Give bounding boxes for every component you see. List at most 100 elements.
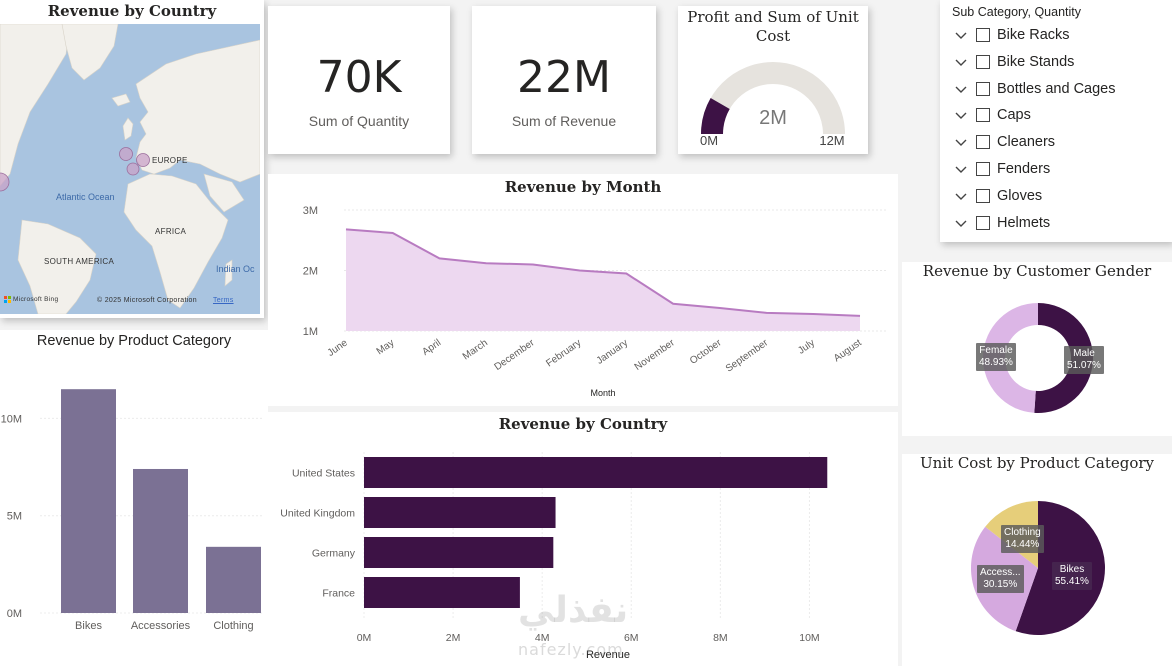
- slicer-item[interactable]: Bike Racks: [954, 24, 1070, 46]
- slicer-checkbox[interactable]: [976, 135, 990, 150]
- month-area-fill: [346, 229, 860, 331]
- month-x-tick: May: [375, 337, 397, 357]
- map-bubble-france[interactable]: [126, 162, 140, 176]
- map-terms-link[interactable]: Terms: [213, 297, 234, 304]
- female-label-name: Female: [979, 345, 1013, 356]
- month-area-chart: 3M 2M 1M June May April March December February J…: [303, 205, 886, 398]
- map-land: [0, 24, 260, 314]
- map-label-indian: Indian Oc: [216, 264, 255, 274]
- category-bar[interactable]: [206, 546, 261, 613]
- accessories-label-pct: 30.15%: [983, 579, 1018, 590]
- slicer-item[interactable]: Fenders: [954, 158, 1050, 180]
- female-label-pct: 48.93%: [979, 357, 1013, 368]
- slicer-item[interactable]: Bottles and Cages: [954, 78, 1116, 100]
- accessories-label: Access... 30.15%: [977, 565, 1024, 593]
- category-bar-chart: 10M 5M 0M Bikes Accessories Clothing: [1, 389, 262, 632]
- slicer-checkbox[interactable]: [976, 215, 990, 230]
- category-chart-card[interactable]: Revenue by Product Category 10M 5M 0M Bikes…: [0, 330, 268, 666]
- slicer-item-label: Bike Racks: [997, 27, 1070, 43]
- slicer-item[interactable]: Helmets: [954, 212, 1050, 234]
- country-bar-chart: 0M 2M 4M 6M 8M 10M United States United Kingdom…: [280, 452, 828, 661]
- chevron-down-icon[interactable]: [954, 189, 968, 203]
- category-x-tick: Clothing: [213, 620, 253, 632]
- kpi-quantity-label: Sum of Quantity: [308, 113, 410, 129]
- slicer-title: Sub Category, Quantity: [952, 5, 1082, 19]
- kpi-revenue-label: Sum of Revenue: [511, 113, 617, 129]
- clothing-label-pct: 14.44%: [1005, 539, 1040, 550]
- subcategory-slicer[interactable]: Sub Category, Quantity Bike Racks Bike St…: [940, 0, 1172, 242]
- chevron-down-icon[interactable]: [954, 55, 968, 69]
- country-bar[interactable]: [364, 497, 556, 528]
- country-y-tick: Germany: [312, 548, 356, 560]
- country-y-tick: United States: [292, 468, 355, 480]
- month-series-line[interactable]: [345, 228, 861, 317]
- map-bubble-uk[interactable]: [119, 147, 133, 161]
- category-bar[interactable]: [61, 389, 116, 613]
- month-x-tick: December: [493, 337, 538, 373]
- bikes-label-pct: 55.41%: [1055, 576, 1089, 587]
- slicer-item-label: Caps: [997, 107, 1031, 124]
- country-x-tick: 0M: [357, 632, 372, 644]
- category-bar[interactable]: [133, 468, 188, 613]
- chevron-down-icon[interactable]: [954, 28, 968, 42]
- female-label: Female 48.93%: [976, 343, 1016, 371]
- map-card[interactable]: Revenue by Country EUR: [0, 0, 264, 318]
- unit-cost-title: Unit Cost by Product Category: [919, 454, 1155, 472]
- month-y-tick: 3M: [303, 205, 318, 217]
- slicer-checkbox[interactable]: [976, 54, 990, 69]
- gauge-chart: 2M 0M 12M: [700, 62, 845, 148]
- slicer-item[interactable]: Gloves: [954, 185, 1042, 207]
- slicer-item-label: Fenders: [997, 161, 1051, 177]
- slicer-checkbox[interactable]: [976, 188, 990, 203]
- gauge-card[interactable]: Profit and Sum of Unit Cost 2M 0M 12M: [678, 6, 868, 154]
- kpi-revenue-value: 22M: [517, 52, 611, 103]
- unit-cost-card[interactable]: Unit Cost by Product Category Clothing 1…: [902, 454, 1172, 666]
- chevron-down-icon[interactable]: [954, 82, 968, 96]
- country-y-tick: France: [322, 588, 355, 600]
- world-map[interactable]: EUROPE Atlantic Ocean AFRICA SOUTH AMERI…: [0, 24, 260, 314]
- chevron-down-icon[interactable]: [954, 135, 968, 149]
- country-chart-card[interactable]: Revenue by Country 0M 2M 4M 6M 8M 10M United S…: [268, 412, 898, 666]
- slicer-item[interactable]: Bike Stands: [954, 51, 1074, 73]
- country-y-tick: United Kingdom: [280, 508, 355, 520]
- country-bar[interactable]: [364, 457, 828, 488]
- month-x-tick: September: [724, 337, 771, 374]
- microsoft-logo-icon: [4, 296, 11, 303]
- male-label: Male 51.07%: [1064, 346, 1104, 374]
- chevron-down-icon[interactable]: [954, 162, 968, 176]
- slicer-item[interactable]: Caps: [954, 104, 1031, 126]
- kpi-quantity-card[interactable]: 70K Sum of Quantity: [268, 6, 450, 154]
- category-y-tick: 0M: [7, 608, 22, 620]
- country-bar[interactable]: [364, 537, 554, 568]
- month-x-tick: October: [688, 337, 724, 367]
- gender-card[interactable]: Revenue by Customer Gender Female 48.93%…: [902, 262, 1172, 436]
- slicer-item[interactable]: Cleaners: [954, 131, 1055, 153]
- bing-logo: Microsoft Bing: [4, 296, 58, 303]
- country-bar[interactable]: [364, 577, 520, 608]
- slicer-item-label: Bike Stands: [997, 53, 1075, 70]
- chevron-down-icon[interactable]: [954, 216, 968, 230]
- month-chart-card[interactable]: Revenue by Month 3M 2M 1M June May April March…: [268, 174, 898, 406]
- map-title: Revenue by Country: [47, 2, 217, 20]
- month-x-tick: July: [796, 337, 817, 356]
- kpi-revenue-card[interactable]: 22M Sum of Revenue: [472, 6, 656, 154]
- gender-slice-female[interactable]: [983, 303, 1038, 413]
- gender-slice-male[interactable]: [1034, 303, 1094, 413]
- slicer-checkbox[interactable]: [976, 108, 990, 123]
- country-x-axis-label: Revenue: [586, 649, 630, 661]
- bing-label: Microsoft Bing: [13, 296, 59, 303]
- slicer-item-label: Gloves: [997, 187, 1043, 204]
- map-label-europe: EUROPE: [152, 156, 188, 165]
- month-x-tick: March: [461, 337, 490, 362]
- chevron-down-icon[interactable]: [954, 108, 968, 122]
- map-bubble-us[interactable]: [0, 172, 10, 192]
- country-x-tick: 6M: [624, 632, 639, 644]
- slicer-checkbox[interactable]: [976, 162, 990, 176]
- gauge-title: Profit and Sum of Unit Cost: [687, 8, 859, 45]
- category-chart-title: Revenue by Product Category: [36, 333, 232, 349]
- map-bubble-germany[interactable]: [136, 153, 150, 167]
- male-label-pct: 51.07%: [1067, 360, 1101, 371]
- month-x-tick: June: [326, 337, 350, 359]
- slicer-checkbox[interactable]: [976, 81, 990, 96]
- slicer-checkbox[interactable]: [976, 28, 990, 42]
